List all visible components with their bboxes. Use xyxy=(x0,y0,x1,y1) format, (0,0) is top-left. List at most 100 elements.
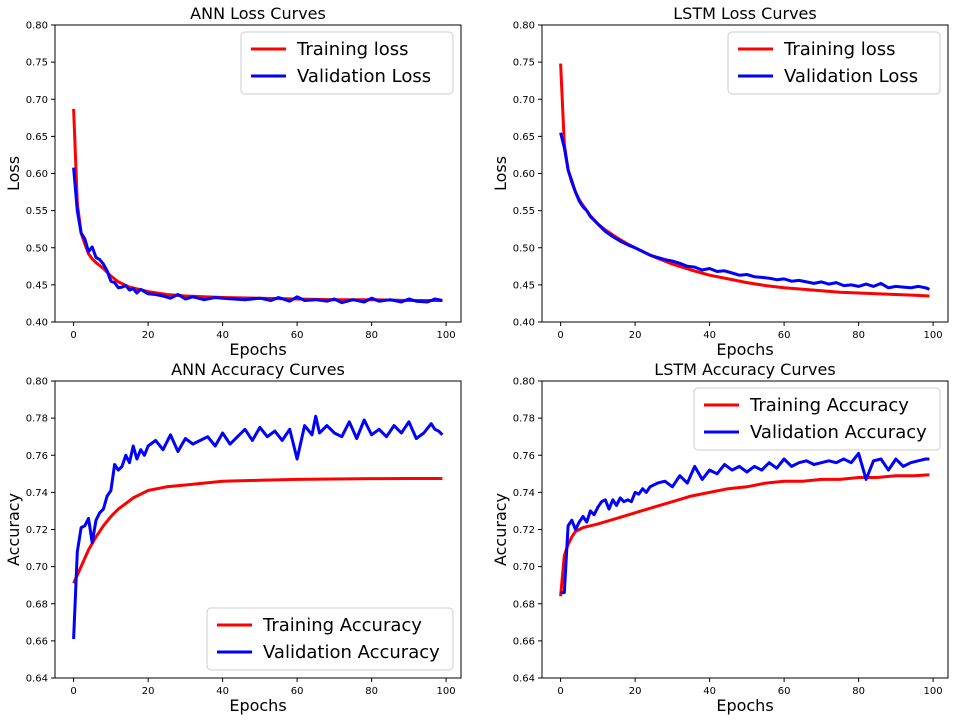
x-tick-label: 40 xyxy=(216,330,229,341)
legend-label: Training loss xyxy=(296,39,409,60)
y-tick-label: 0.72 xyxy=(513,525,535,536)
y-tick-label: 0.74 xyxy=(26,488,48,499)
y-tick-label: 0.66 xyxy=(513,636,535,647)
y-tick-label: 0.68 xyxy=(26,599,48,610)
y-tick-label: 0.50 xyxy=(26,243,48,254)
y-tick-label: 0.55 xyxy=(513,206,535,217)
y-tick-label: 0.40 xyxy=(513,318,535,329)
x-tick-label: 60 xyxy=(291,330,304,341)
y-tick-label: 0.50 xyxy=(513,243,535,254)
y-tick-label: 0.72 xyxy=(26,525,48,536)
subplot-1: ANN Loss Curves 0 20 40 60 80 100 0.40 0.45 0.50 0… xyxy=(4,4,462,359)
legend-box xyxy=(240,31,454,95)
y-tick-label: 0.80 xyxy=(26,21,48,32)
series-line-2 xyxy=(559,132,930,291)
y-tick-label: 0.68 xyxy=(513,599,535,610)
x-axis-label: Epochs xyxy=(229,696,286,715)
x-tick-label: 0 xyxy=(70,330,76,341)
legend-label: Training Accuracy xyxy=(262,615,422,636)
y-tick-label: 0.70 xyxy=(513,562,535,573)
x-tick-label: 20 xyxy=(629,330,642,341)
legend: Training loss Validation Loss xyxy=(240,31,454,95)
x-tick-label: 100 xyxy=(924,330,943,341)
x-tick-label: 40 xyxy=(703,686,716,697)
y-axis-label: Loss xyxy=(4,156,23,191)
y-tick-label: 0.75 xyxy=(26,58,48,69)
legend: Training loss Validation Loss xyxy=(727,31,941,95)
chart-title: LSTM Accuracy Curves xyxy=(654,360,835,379)
x-tick-label: 60 xyxy=(291,686,304,697)
subplot-4: LSTM Accuracy Curves 0 20 40 60 80 100 0.64 0.66… xyxy=(491,360,949,715)
series-line-1 xyxy=(72,477,443,584)
y-tick-label: 0.40 xyxy=(26,318,48,329)
legend-box xyxy=(693,387,941,451)
x-tick-label: 20 xyxy=(629,686,642,697)
y-tick-label: 0.78 xyxy=(26,414,48,425)
y-axis-label: Accuracy xyxy=(491,493,510,566)
x-axis-label: Epochs xyxy=(716,340,773,359)
x-tick-label: 100 xyxy=(924,686,943,697)
x-tick-label: 0 xyxy=(557,686,563,697)
subplot-2: LSTM Loss Curves 0 20 40 60 80 100 0.40 0.45 0.50… xyxy=(491,4,949,359)
y-tick-label: 0.80 xyxy=(513,377,535,388)
y-tick-label: 0.70 xyxy=(26,562,48,573)
legend-label: Validation Loss xyxy=(297,66,431,87)
x-tick-label: 60 xyxy=(778,686,791,697)
x-axis-label: Epochs xyxy=(229,340,286,359)
y-tick-label: 0.75 xyxy=(513,58,535,69)
y-tick-label: 0.60 xyxy=(513,169,535,180)
series-line-1 xyxy=(559,473,930,597)
series-line-2 xyxy=(560,451,930,595)
y-tick-label: 0.70 xyxy=(26,95,48,106)
x-tick-label: 100 xyxy=(437,330,456,341)
legend-label: Validation Loss xyxy=(784,66,918,87)
y-tick-label: 0.80 xyxy=(513,21,535,32)
y-tick-label: 0.66 xyxy=(26,636,48,647)
chart-title: ANN Accuracy Curves xyxy=(171,360,345,379)
x-tick-label: 60 xyxy=(778,330,791,341)
legend-label: Training Accuracy xyxy=(749,395,909,416)
x-tick-label: 20 xyxy=(142,686,155,697)
x-tick-label: 40 xyxy=(216,686,229,697)
x-tick-label: 80 xyxy=(365,330,378,341)
x-tick-label: 80 xyxy=(365,686,378,697)
y-tick-label: 0.80 xyxy=(26,377,48,388)
y-axis-label: Loss xyxy=(491,156,510,191)
series-line-2 xyxy=(72,167,443,305)
subplots: ANN Loss Curves 0 20 40 60 80 100 0.40 0.45 0.50 0… xyxy=(4,4,949,715)
y-tick-label: 0.74 xyxy=(513,488,535,499)
y-tick-label: 0.76 xyxy=(26,451,48,462)
legend-label: Validation Accuracy xyxy=(750,422,927,443)
subplot-3: ANN Accuracy Curves 0 20 40 60 80 100 0.64 0.66 0… xyxy=(4,360,462,715)
x-tick-label: 20 xyxy=(142,330,155,341)
y-axis-label: Accuracy xyxy=(4,493,23,566)
x-tick-label: 80 xyxy=(852,330,865,341)
x-tick-label: 0 xyxy=(70,686,76,697)
legend-label: Validation Accuracy xyxy=(263,642,440,663)
y-tick-label: 0.65 xyxy=(26,132,48,143)
y-tick-label: 0.64 xyxy=(513,674,535,685)
legend: Training Accuracy Validation Accuracy xyxy=(693,387,941,451)
y-tick-label: 0.65 xyxy=(513,132,535,143)
y-tick-label: 0.45 xyxy=(26,280,48,291)
y-tick-label: 0.64 xyxy=(26,674,48,685)
legend-label: Training loss xyxy=(783,39,896,60)
x-tick-label: 40 xyxy=(703,330,716,341)
chart-title: LSTM Loss Curves xyxy=(673,4,816,23)
series-line-2 xyxy=(72,414,444,640)
legend: Training Accuracy Validation Accuracy xyxy=(206,607,454,671)
x-tick-label: 100 xyxy=(437,686,456,697)
x-axis-label: Epochs xyxy=(716,696,773,715)
y-tick-label: 0.55 xyxy=(26,206,48,217)
y-tick-label: 0.76 xyxy=(513,451,535,462)
y-tick-label: 0.45 xyxy=(513,280,535,291)
chart-title: ANN Loss Curves xyxy=(190,4,326,23)
legend-box xyxy=(727,31,941,95)
legend-box xyxy=(206,607,454,671)
y-tick-label: 0.60 xyxy=(26,169,48,180)
x-tick-label: 0 xyxy=(557,330,563,341)
y-tick-label: 0.78 xyxy=(513,414,535,425)
y-tick-label: 0.70 xyxy=(513,95,535,106)
